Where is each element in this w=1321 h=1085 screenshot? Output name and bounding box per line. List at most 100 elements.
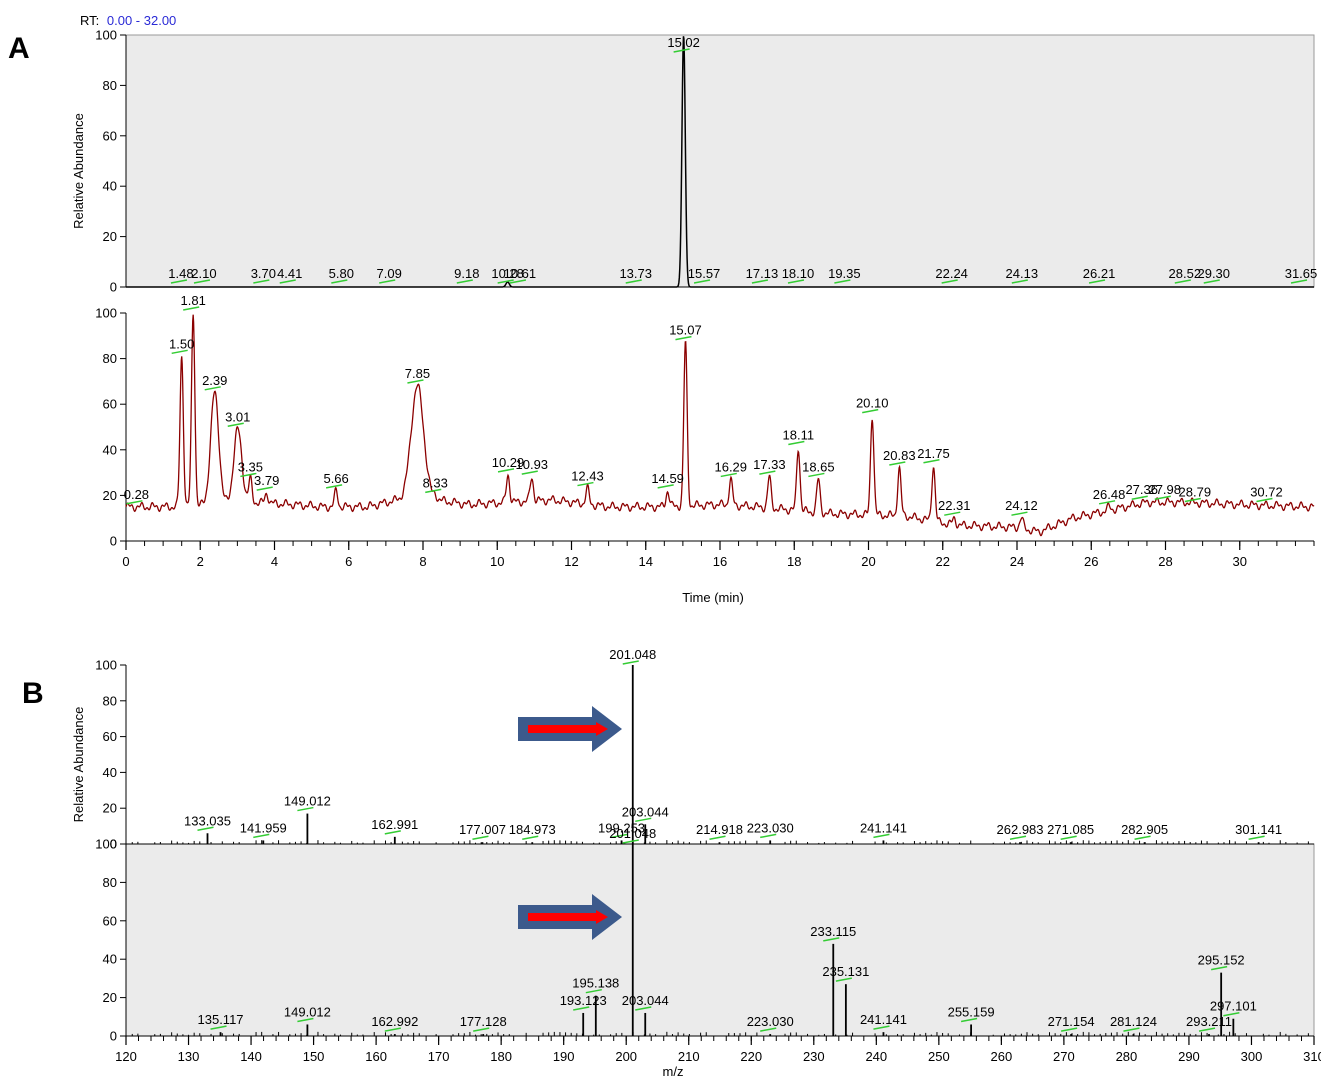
B-bottom-peak-label: 233.115 [810, 924, 856, 939]
A-bottom-peak-marker [240, 472, 257, 478]
A-top-y-tick-label: 80 [103, 78, 117, 93]
A-bottom-y-tick-label: 60 [103, 397, 117, 412]
B-bottom-x-tick-label: 220 [740, 1049, 762, 1064]
A-bottom-peak-marker [183, 306, 200, 311]
B-top-peak-marker [760, 833, 777, 839]
B-bottom-x-tick-label: 120 [115, 1049, 137, 1064]
B-top-peak-marker [873, 833, 890, 839]
A-top-peak-marker [1011, 279, 1028, 284]
A-top-y-tick-label: 20 [103, 229, 117, 244]
B-bottom-peak-marker [1060, 1027, 1078, 1032]
A-bottom-peak-marker [889, 461, 906, 466]
A-bottom-peak-label: 3.79 [254, 473, 279, 488]
B-bottom-peak-marker [1211, 965, 1228, 971]
A-bottom-x-tick-label: 26 [1084, 554, 1098, 569]
B-bottom-peak-label: 135.117 [198, 1012, 244, 1027]
B-bottom-x-tick-label: 250 [928, 1049, 950, 1064]
B-bottom-plot-background [125, 843, 1315, 1037]
A-top-peak-marker [693, 279, 711, 284]
A-top-trace [126, 36, 1314, 288]
A-bottom-peak-marker [675, 335, 692, 341]
B-bottom-x-tick-label: 140 [240, 1049, 262, 1064]
A-bottom-peak-label: 1.81 [181, 293, 206, 308]
A-bottom-peak-marker [1154, 495, 1171, 500]
B-bottom-x-tick-label: 200 [615, 1049, 637, 1064]
B-bottom-peak-label: 177.128 [460, 1014, 507, 1029]
A-bottom-peak-marker [171, 349, 188, 355]
A-bottom-y-tick-label: 80 [103, 351, 117, 366]
A-top-y-tick-label: 40 [103, 179, 117, 194]
A-bottom-peak-label: 7.85 [405, 366, 430, 381]
A-bottom-x-tick-label: 18 [787, 554, 801, 569]
A-bottom-peak-label: 16.29 [714, 459, 747, 474]
B-bottom-peak-marker [1123, 1027, 1140, 1032]
B-bottom-peak-label: 162.992 [371, 1014, 418, 1029]
B-top-peak-label: 162.991 [371, 817, 418, 832]
A-top-peak-marker [509, 279, 527, 284]
A-top-peak-label: 10.61 [504, 266, 537, 281]
A-bottom-x-axis-title: Time (min) [682, 590, 744, 605]
A-bottom-peak-label: 24.12 [1005, 498, 1038, 513]
B-top-peak-label: 133.035 [184, 813, 231, 828]
arrow-top-spectrum [518, 706, 622, 752]
A-bottom-peak-marker [1098, 500, 1116, 505]
A-top-peak-marker [625, 279, 642, 284]
A-bottom-x-tick-label: 14 [639, 554, 653, 569]
B-top-peak-label: 271.085 [1047, 822, 1094, 837]
B-top-peak-marker [384, 830, 401, 835]
A-top-peak-label: 13.73 [619, 266, 652, 281]
B-top-peak-marker [472, 835, 489, 840]
panel-backgrounds [125, 34, 1315, 1037]
A-top-peak-label: 9.18 [454, 266, 479, 281]
A-top-y-axis-title: Relative Abundance [71, 113, 86, 229]
A-top-peak-marker [1174, 279, 1191, 284]
A-top-y-tick-label: 0 [110, 280, 117, 295]
B-bottom-y-tick-label: 0 [110, 1029, 117, 1044]
A-top-peak-label: 26.21 [1083, 266, 1116, 281]
A-top-peak-label: 22.24 [935, 266, 968, 281]
A-top-peak-label: 1.48 [168, 266, 193, 281]
B-top-peak-marker [197, 826, 214, 831]
A-top-peak-label: 15.02 [667, 35, 700, 50]
B-bottom-x-tick-label: 310 [1303, 1049, 1321, 1064]
A-bottom-peak-marker [126, 500, 143, 505]
A-bottom-peak-label: 10.93 [516, 457, 549, 472]
B-bottom-x-axis-title: m/z [663, 1064, 684, 1079]
A-top-peak-marker [379, 279, 396, 284]
A-bottom-peak-marker [923, 459, 940, 464]
B-bottom-peak-marker [585, 988, 602, 994]
B-bottom-peak-marker [1198, 1027, 1216, 1032]
A-bottom-peak-marker [577, 481, 594, 487]
B-top-peak-label: 214.918 [696, 822, 743, 837]
B-top-peak-label: 203.044 [622, 804, 669, 819]
B-bottom-x-tick-label: 180 [490, 1049, 512, 1064]
B-bottom-peak-label: 295.152 [1198, 953, 1245, 968]
B-top-peak-marker [611, 833, 628, 839]
A-bottom-peak-marker [497, 468, 515, 473]
A-bottom-peak-label: 1.50 [169, 336, 194, 351]
A-bottom-x-tick-label: 4 [271, 554, 278, 569]
A-top-peak-label: 15.57 [688, 266, 721, 281]
B-bottom-peak-label: 293.211 [1186, 1014, 1232, 1029]
A-bottom-x-tick-label: 2 [197, 554, 204, 569]
B-bottom-peak-marker [960, 1017, 978, 1023]
A-top-peak-label: 5.80 [329, 266, 354, 281]
B-bottom-x-tick-label: 210 [678, 1049, 700, 1064]
B-bottom-peak-marker [573, 1006, 590, 1011]
A-top-peak-label: 29.30 [1197, 266, 1230, 281]
B-bottom-peak-label: 255.159 [948, 1004, 995, 1019]
A-top-peak-label: 17.13 [746, 266, 779, 281]
arrow-bottom-spectrum-core-head [596, 910, 608, 924]
B-bottom-peak-label: 149.012 [284, 1004, 331, 1019]
B-bottom-peak-label: 297.101 [1210, 999, 1257, 1014]
B-bottom-peak-marker [210, 1025, 227, 1030]
A-top-peak-marker [751, 279, 769, 284]
B-bottom-x-tick-label: 190 [553, 1049, 575, 1064]
A-top-peak-marker [456, 279, 473, 284]
A-top-peak-marker [941, 279, 958, 284]
B-bottom-y-tick-label: 100 [95, 837, 117, 852]
B-top-peak-marker [709, 835, 726, 840]
rt-value: 0.00 - 32.00 [107, 13, 176, 28]
A-bottom-peak-marker [325, 484, 343, 489]
